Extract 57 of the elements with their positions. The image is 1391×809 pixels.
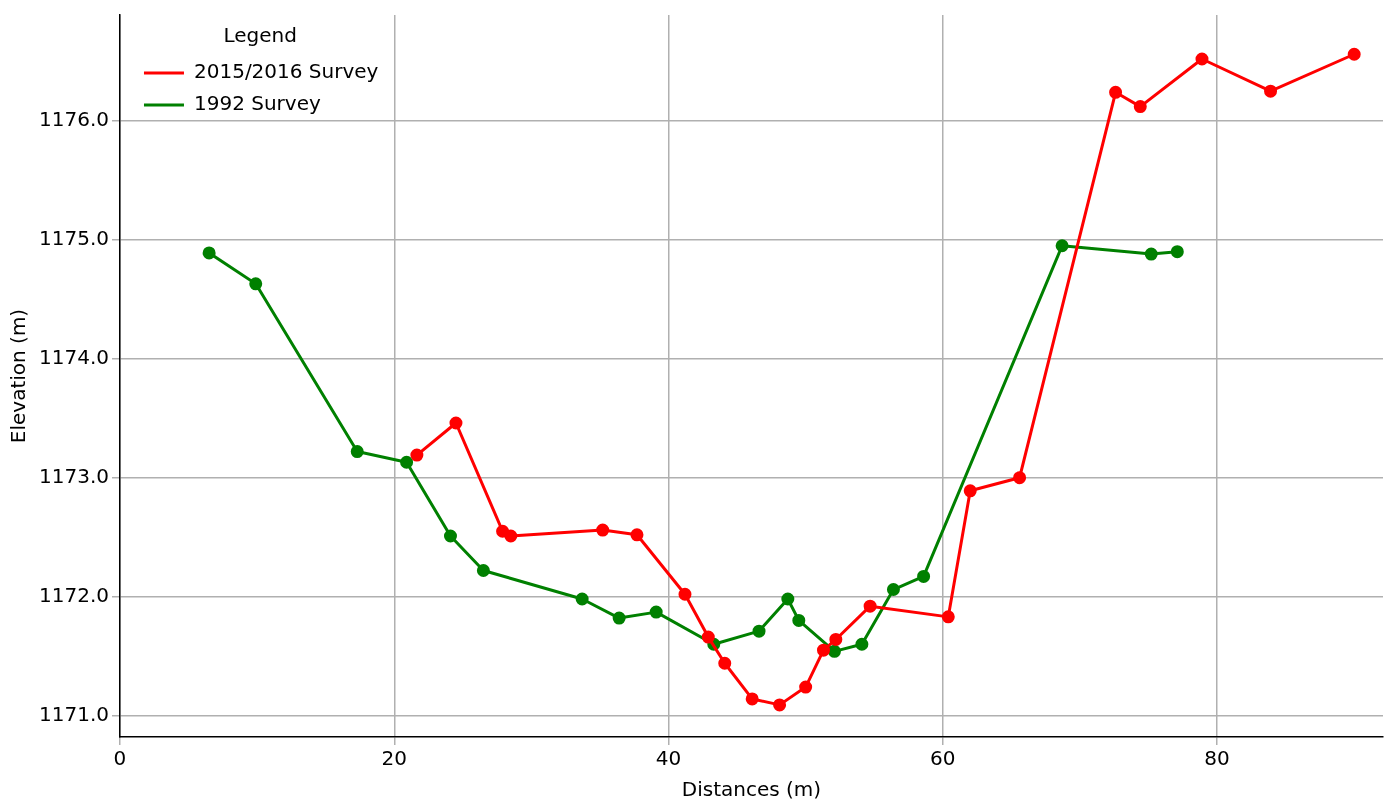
legend-title: Legend <box>223 23 297 48</box>
y-tick-label: 1174.0 <box>39 344 109 369</box>
point <box>781 592 795 606</box>
point <box>575 592 589 606</box>
point <box>249 277 263 291</box>
point <box>752 624 766 638</box>
point <box>400 455 414 469</box>
point <box>443 529 457 543</box>
point <box>596 523 610 537</box>
point <box>827 644 841 658</box>
point <box>773 698 787 712</box>
point <box>1170 245 1184 259</box>
x-tick-label: 20 <box>381 746 407 771</box>
point <box>1264 84 1278 98</box>
point <box>1055 239 1069 253</box>
point <box>1013 471 1027 485</box>
x-tick-label: 40 <box>655 746 682 771</box>
point <box>718 656 732 670</box>
y-tick-label: 1171.0 <box>39 701 109 726</box>
point <box>816 643 830 657</box>
x-tick-label: 80 <box>1204 746 1230 771</box>
point <box>504 529 518 543</box>
point <box>701 630 715 644</box>
point <box>745 692 759 706</box>
point <box>792 613 806 627</box>
point <box>630 528 644 542</box>
point <box>1144 247 1158 261</box>
point <box>410 448 424 462</box>
legend-label: 2015/2016 Survey <box>193 59 379 84</box>
x-axis-title: Distances (m) <box>681 777 822 802</box>
point <box>678 587 692 601</box>
x-tick-label: 60 <box>930 746 956 771</box>
x-tick-label: 0 <box>113 746 127 771</box>
point <box>612 611 626 625</box>
point <box>1195 52 1209 66</box>
point <box>941 610 955 624</box>
y-tick-label: 1176.0 <box>39 107 109 132</box>
legend-label: 1992 Survey <box>193 91 321 116</box>
point <box>799 680 813 694</box>
point <box>476 563 490 577</box>
y-tick-label: 1175.0 <box>39 226 109 251</box>
point <box>449 416 463 430</box>
point <box>1133 100 1147 114</box>
point <box>886 583 900 597</box>
point <box>917 569 931 583</box>
point <box>649 605 663 619</box>
point <box>863 599 877 613</box>
point <box>963 484 977 498</box>
point <box>1109 85 1123 99</box>
y-tick-label: 1173.0 <box>39 463 109 488</box>
y-tick-label: 1172.0 <box>39 582 109 607</box>
point <box>1347 47 1361 61</box>
point <box>202 246 216 260</box>
point <box>829 632 843 646</box>
point <box>350 445 364 459</box>
y-axis-title: Elevation (m) <box>6 308 31 444</box>
point <box>855 637 869 651</box>
